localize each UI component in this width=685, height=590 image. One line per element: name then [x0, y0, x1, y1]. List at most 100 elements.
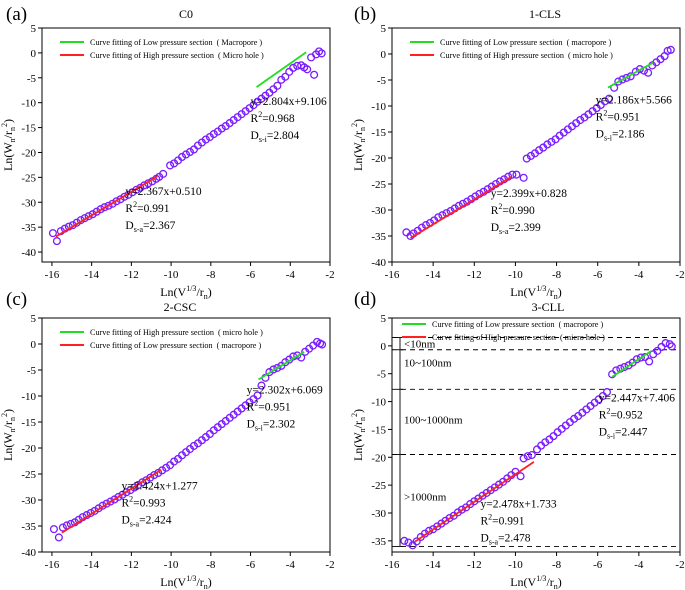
data-point: [273, 363, 282, 372]
y-tick-label: 0: [381, 49, 387, 61]
y-tick-label: 0: [31, 48, 37, 60]
y-tick-label: -35: [371, 231, 386, 243]
fit-dimension: Ds-i=2.186: [596, 128, 645, 142]
data-point: [102, 499, 111, 508]
y-tick-label: -30: [371, 508, 386, 520]
data-point: [92, 207, 101, 216]
y-tick-label: -15: [371, 127, 386, 139]
r2-symbol: R: [480, 515, 488, 527]
data-point: [138, 478, 147, 487]
x-tick-label: -14: [426, 559, 441, 571]
y-tick-label: 5: [381, 23, 387, 35]
y-axis-label-sub: n: [8, 127, 17, 131]
d-symbol: D: [599, 427, 607, 439]
x-tick-label: -2: [325, 559, 334, 571]
fit-equation: y=2.447x+7.406: [599, 393, 675, 405]
x-axis-label-part: /r: [546, 575, 553, 589]
data-point: [253, 391, 262, 400]
r2-value: =0.952: [610, 410, 643, 422]
r2-value: =0.968: [262, 113, 295, 125]
y-tick-label: -15: [371, 424, 386, 436]
fit-line: [61, 468, 162, 534]
y-axis-label-sub: n: [8, 138, 17, 142]
y-tick-label: -40: [21, 247, 36, 259]
panel-label: (b): [354, 4, 376, 25]
y-tick-label: -10: [371, 397, 386, 409]
r2-sup: 2: [129, 495, 133, 504]
fit-equation: y=2.424x+1.277: [121, 481, 197, 493]
data-point: [543, 140, 552, 149]
y-axis-label-sub: n: [358, 138, 367, 142]
d-symbol: D: [491, 222, 499, 234]
fit-dimension: Ds-i=2.447: [599, 427, 648, 441]
y-tick-label: -5: [377, 75, 387, 87]
x-tick-label: -4: [634, 559, 644, 571]
fit-r-squared: R2=0.951: [247, 398, 291, 413]
x-axis-label-part: ): [558, 285, 562, 299]
fit-line: [607, 61, 654, 89]
y-axis-label-sup: 2: [0, 413, 9, 417]
fit-line: [258, 351, 305, 381]
x-tick-label: -10: [164, 559, 179, 571]
data-point: [604, 94, 614, 103]
fit-equation: y=2.367x+0.510: [125, 186, 201, 198]
y-tick-label: 0: [381, 341, 387, 353]
data-point: [512, 170, 521, 179]
data-point: [166, 161, 175, 170]
y-axis-label-part: ): [351, 119, 365, 123]
x-axis-label-sup: 1/3: [536, 284, 546, 293]
data-point: [310, 70, 319, 79]
data-point: [289, 63, 298, 72]
x-tick-label: -12: [467, 559, 482, 571]
r2-sup: 2: [133, 200, 137, 209]
fit-dimension: Ds-a=2.367: [125, 220, 175, 234]
panel-label: (a): [6, 4, 27, 25]
x-tick-label: -10: [508, 559, 523, 571]
x-axis-label: Ln(V1/3/rn): [160, 574, 212, 590]
legend-label: Curve fitting of High pressure section (…: [432, 333, 605, 342]
data-point: [52, 237, 61, 246]
r2-value: =0.991: [492, 515, 525, 527]
fit-r-squared: R2=0.993: [121, 495, 165, 510]
x-axis-label-part: Ln(V: [510, 575, 536, 589]
y-tick-label: 5: [31, 313, 37, 325]
y-axis-label-sup: 2: [350, 123, 359, 127]
data-point: [118, 490, 127, 499]
fit-line: [611, 350, 652, 378]
d-symbol: D: [121, 515, 129, 527]
x-tick-label: -2: [675, 269, 684, 281]
fit-dimension: Ds-a=2.478: [480, 532, 530, 546]
r2-value: =0.990: [502, 205, 535, 217]
y-axis-label-part: Ln(W: [1, 142, 15, 171]
data-point: [523, 452, 532, 461]
data-point: [665, 340, 674, 349]
data-point: [90, 506, 99, 515]
fit-dimension: Ds-i=2.302: [247, 418, 296, 432]
d-value: =2.367: [143, 220, 176, 232]
legend-label: Curve fitting of Low pressure section ( …: [90, 38, 262, 47]
data-point: [622, 73, 631, 82]
r2-value: =0.951: [607, 111, 640, 123]
x-axis-label: Ln(V1/3/rn): [510, 574, 562, 590]
data-point: [602, 388, 612, 397]
x-tick-label: -14: [84, 269, 99, 281]
x-axis-label-sup: 1/3: [186, 284, 196, 293]
y-axis-label: Ln(Wn/rn2): [0, 119, 17, 171]
y-axis-label: Ln(Wn/rn2): [350, 409, 367, 461]
fit-dimension: Ds-a=2.399: [491, 222, 541, 236]
data-point: [100, 203, 109, 212]
fit-r-squared: R2=0.968: [251, 110, 295, 125]
y-axis-label: Ln(Wn/rn2): [350, 119, 367, 171]
fit-line: [410, 176, 512, 239]
data-point: [285, 67, 294, 76]
y-tick-label: -25: [21, 172, 36, 184]
y-tick-label: 5: [381, 313, 387, 325]
chart-title: C0: [179, 7, 193, 21]
x-tick-label: -6: [246, 559, 256, 571]
r2-symbol: R: [121, 498, 129, 510]
d-value: =2.447: [615, 427, 648, 439]
data-point: [88, 210, 97, 219]
x-tick-label: -8: [552, 269, 562, 281]
data-point: [519, 173, 528, 182]
y-axis-label-part: /r: [1, 421, 15, 428]
